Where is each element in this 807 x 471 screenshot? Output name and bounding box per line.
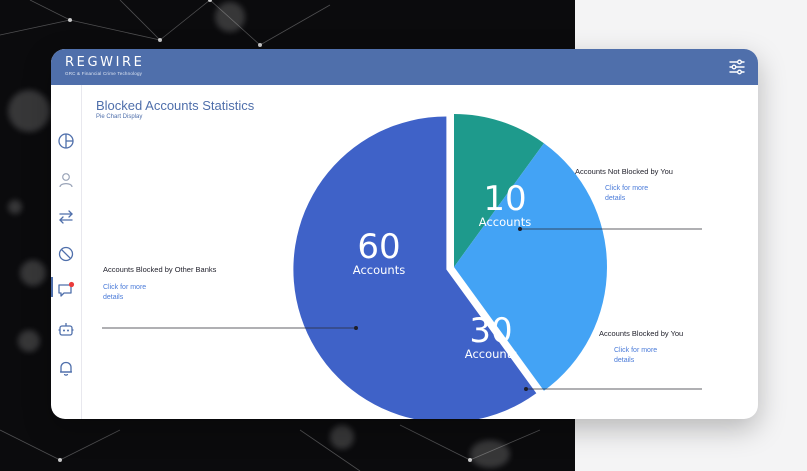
main-content: Blocked Accounts Statistics Pie Chart Di…	[82, 85, 758, 419]
pie-slice-3[interactable]	[293, 116, 537, 419]
sliders-icon[interactable]	[728, 58, 746, 76]
logo-wordmark: REGWIRE	[65, 55, 145, 70]
page-subtitle: Pie Chart Display	[96, 114, 143, 120]
slice-unit-label-1: Accounts	[479, 215, 531, 229]
brand-logo[interactable]: REGWIRE GRC & Financial Crime Technology	[65, 55, 144, 76]
details-link-blocked-by-you[interactable]: Click for more details	[614, 347, 658, 364]
callout-dot-1	[518, 227, 522, 231]
slice-value-label-1: 10	[483, 179, 526, 219]
bell-icon[interactable]	[57, 359, 75, 377]
notification-dot	[68, 281, 75, 288]
app-window: REGWIRE GRC & Financial Crime Technology	[51, 49, 758, 419]
block-icon[interactable]	[57, 245, 75, 263]
top-bar: REGWIRE GRC & Financial Crime Technology	[51, 49, 758, 85]
slice-unit-label-3: Accounts	[353, 263, 405, 277]
slice-value-label-2: 30	[469, 311, 512, 351]
slice-value-label-3: 60	[357, 227, 400, 267]
pie-slice-2[interactable]	[454, 143, 607, 391]
details-link-not-blocked[interactable]: Click for more details	[605, 185, 649, 202]
swap-arrows-icon[interactable]	[57, 208, 75, 226]
details-link-other-banks[interactable]: Click for more details	[103, 284, 147, 301]
callout-label-other-banks: Accounts Blocked by Other Banks	[103, 265, 217, 274]
user-icon[interactable]	[57, 171, 75, 189]
slice-unit-label-2: Accounts	[465, 347, 517, 361]
network-lines	[0, 0, 541, 471]
chat-icon[interactable]	[57, 281, 75, 299]
sidebar-active-indicator	[51, 277, 53, 297]
pie-slice-1[interactable]	[454, 114, 544, 267]
page-title: Blocked Accounts Statistics	[96, 98, 255, 113]
callout-label-not-blocked: Accounts Not Blocked by You	[575, 167, 673, 176]
pie-chart-icon[interactable]	[57, 132, 75, 150]
callout-dot-2	[524, 387, 528, 391]
callout-label-blocked-by-you: Accounts Blocked by You	[599, 329, 684, 338]
logo-tagline: GRC & Financial Crime Technology	[65, 71, 143, 76]
callout-dot-3	[354, 326, 358, 330]
sidebar	[51, 85, 82, 419]
robot-icon[interactable]	[57, 321, 75, 339]
